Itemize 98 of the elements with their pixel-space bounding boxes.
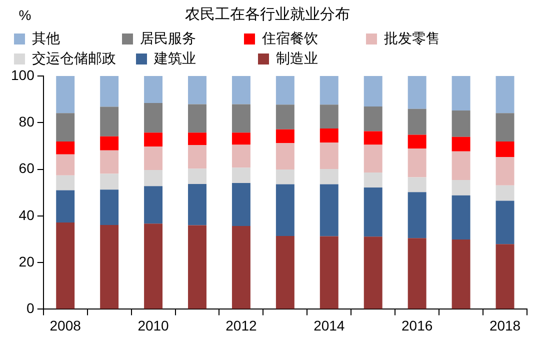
bar	[188, 104, 206, 133]
bar	[496, 157, 514, 186]
bar	[144, 103, 163, 133]
legend-label: 居民服务	[140, 30, 238, 46]
bar	[188, 168, 206, 184]
bar	[496, 200, 514, 244]
y-axis-title: %	[18, 6, 32, 23]
bar	[188, 76, 206, 104]
bar	[408, 148, 426, 178]
x-tick-label: 2008	[50, 317, 82, 334]
y-tick-label: 80	[18, 114, 35, 130]
bar	[56, 76, 75, 114]
bar	[276, 143, 294, 170]
legend-label: 建筑业	[153, 50, 252, 66]
bar	[320, 128, 338, 142]
bar	[496, 76, 514, 114]
bar	[100, 190, 119, 226]
bar	[452, 76, 470, 111]
y-tick-label: 60	[18, 160, 35, 176]
legend-label: 制造业	[276, 50, 374, 66]
bar	[320, 236, 338, 309]
bar	[320, 104, 338, 128]
y-tick-label: 0	[26, 300, 35, 316]
x-tick-label: 2016	[402, 317, 433, 334]
bar	[452, 180, 470, 196]
bar	[452, 195, 470, 240]
bar	[452, 110, 470, 137]
legend-label: 其他	[32, 30, 116, 46]
legend-label: 住宿餐饮	[261, 30, 360, 46]
bar	[408, 76, 426, 109]
bar	[452, 136, 470, 152]
bar	[232, 168, 250, 184]
bar	[232, 104, 250, 133]
bar	[232, 132, 250, 145]
bar	[408, 108, 426, 135]
bar	[100, 106, 119, 136]
y-tick-label: 20	[18, 253, 35, 270]
bar	[496, 244, 514, 309]
bar	[320, 169, 338, 184]
bar	[320, 142, 338, 170]
bar	[408, 238, 426, 309]
y-tick-label: 40	[18, 206, 35, 223]
bar	[232, 226, 250, 309]
bar	[144, 186, 163, 224]
chart-title: 农民工在各行业就业分布	[185, 6, 350, 24]
bar	[188, 132, 206, 146]
y-tick-label: 100	[11, 66, 35, 83]
bar	[232, 144, 250, 168]
bar	[232, 183, 250, 226]
bar	[100, 174, 119, 190]
x-tick-label: 2014	[314, 317, 345, 334]
bar	[56, 113, 75, 142]
bar	[56, 175, 75, 190]
bar	[496, 142, 514, 158]
x-tick-label: 2018	[489, 317, 521, 334]
legend-label: 交运仓储邮政	[32, 50, 130, 66]
bar	[276, 76, 294, 105]
bar	[408, 134, 426, 149]
bar	[100, 76, 119, 107]
bar	[100, 150, 119, 174]
bar	[144, 76, 163, 104]
bar	[56, 154, 75, 176]
bar	[452, 239, 470, 309]
bar	[364, 76, 382, 107]
bar	[144, 170, 163, 186]
bar	[364, 144, 382, 173]
bar	[276, 184, 294, 236]
legend-label: 批发零售	[384, 30, 482, 46]
bar	[56, 222, 75, 309]
bar	[100, 225, 119, 309]
bar	[364, 187, 382, 237]
x-tick-label: 2012	[226, 317, 257, 334]
bar	[276, 236, 294, 309]
bar	[364, 131, 382, 145]
bar	[188, 225, 206, 309]
bar	[144, 224, 163, 309]
bar	[496, 113, 514, 142]
bar	[232, 76, 250, 104]
bar	[452, 151, 470, 180]
bar	[188, 184, 206, 226]
bar	[144, 132, 163, 147]
bar	[364, 236, 382, 309]
bar	[56, 190, 75, 222]
bar	[408, 177, 426, 192]
bar	[496, 185, 514, 201]
bar	[320, 184, 338, 236]
bar	[144, 146, 163, 170]
bar	[408, 192, 426, 238]
bar	[276, 170, 294, 184]
bar	[100, 136, 119, 150]
x-tick-label: 2010	[138, 317, 170, 334]
bar	[276, 104, 294, 130]
bar	[320, 76, 338, 105]
bar	[364, 106, 382, 132]
bar	[188, 145, 206, 169]
bar	[56, 142, 75, 154]
bar	[276, 129, 294, 144]
bar	[364, 172, 382, 188]
